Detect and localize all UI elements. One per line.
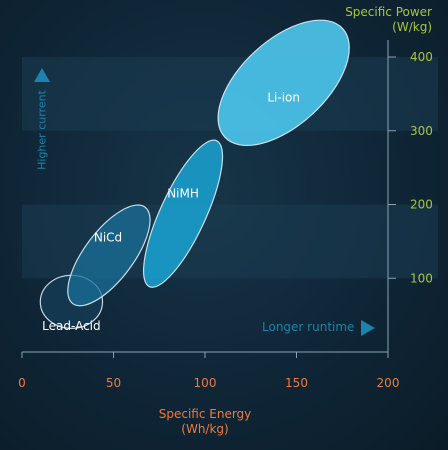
higher-current-label: Higher current: [35, 90, 49, 170]
region-label-li-ion: Li-ion: [267, 91, 300, 105]
y-tick-label: 400: [410, 50, 433, 64]
axes: 0 50 100 150 200 100 200 300 400: [18, 40, 433, 390]
arrow-up-icon: [34, 68, 50, 82]
y-axis-title: Specific Power (W/kg): [345, 5, 432, 34]
x-tick-label: 50: [106, 376, 121, 390]
region-label-nimh: NiMH: [167, 186, 199, 200]
x-tick-label: 100: [194, 376, 217, 390]
region-nimh: [142, 139, 224, 288]
x-axis-title: Specific Energy (Wh/kg): [158, 407, 252, 436]
y-tick-label: 200: [410, 198, 433, 212]
battery-regions: [39, 19, 350, 330]
annotation-arrows: [34, 68, 375, 336]
x-tick-label: 150: [285, 376, 308, 390]
arrow-right-icon: [361, 320, 375, 336]
region-label-nicd: NiCd: [94, 231, 122, 245]
region-nicd: [67, 204, 151, 307]
y-tick-label: 300: [410, 124, 433, 138]
region-li-ion: [217, 19, 350, 147]
y-tick-label: 100: [410, 271, 433, 285]
region-labels: Lead-Acid NiCd NiMH Li-ion: [42, 91, 300, 334]
longer-runtime-label: Longer runtime: [262, 320, 355, 334]
region-label-lead-acid: Lead-Acid: [42, 319, 100, 333]
x-tick-label: 0: [18, 376, 26, 390]
x-tick-label: 200: [377, 376, 400, 390]
